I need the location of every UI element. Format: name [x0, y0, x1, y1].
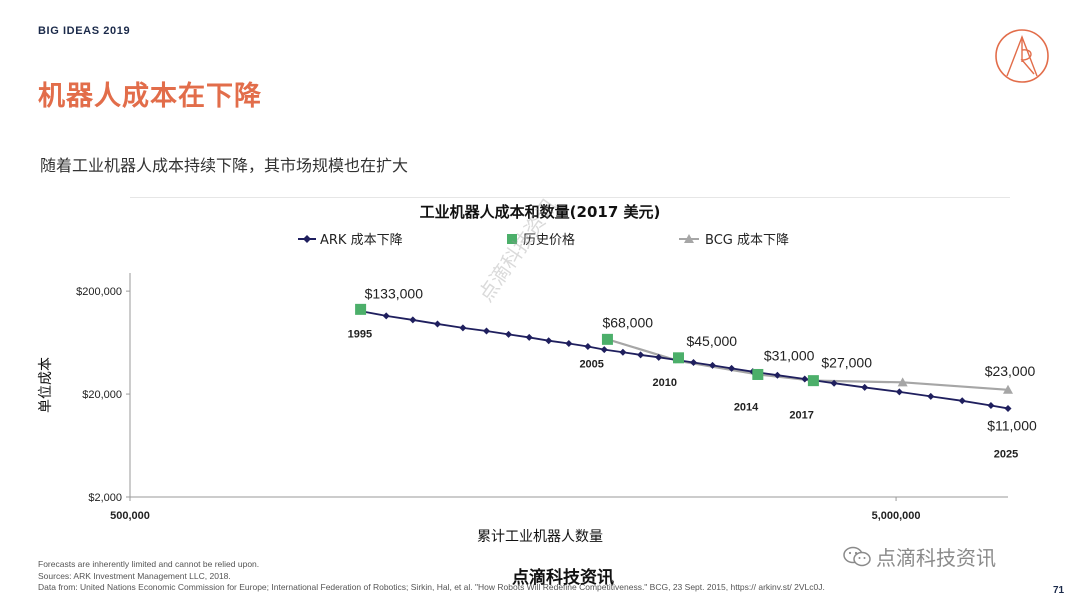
ark-logo-icon: [995, 29, 1049, 83]
ark-point: [545, 337, 553, 345]
legend-label-1: 历史价格: [523, 232, 575, 248]
ark-point: [987, 401, 995, 409]
legend-marker-ark: [303, 235, 311, 243]
wechat-badge: 点滴科技资讯: [842, 542, 996, 571]
ark-end-year-label: 2025: [994, 448, 1018, 460]
ark-end-label: $11,000: [987, 417, 1037, 433]
ark-series-line: [360, 310, 1009, 410]
ark-point: [958, 397, 966, 405]
legend-label-0: ARK 成本下降: [320, 233, 403, 248]
x-tick-label: 5,000,000: [872, 510, 921, 522]
historical-point: [601, 333, 613, 345]
bottom-watermark: 点滴科技资讯: [512, 568, 614, 588]
divider: [130, 197, 1010, 198]
y-tick-label: $200,000: [76, 286, 122, 298]
historical-value-label: $68,000: [602, 314, 653, 330]
ark-point: [505, 330, 513, 338]
ark-point: [690, 359, 698, 367]
historical-year-label: 2017: [789, 410, 813, 422]
footnote-forecast: Forecasts are inherently limited and can…: [38, 559, 260, 569]
y-axis-label: 单位成本: [38, 357, 54, 413]
x-axis-label: 累计工业机器人数量: [477, 529, 603, 545]
ark-point: [382, 312, 390, 320]
ark-point: [619, 348, 627, 356]
historical-point: [672, 352, 684, 364]
historical-value-label: $133,000: [365, 285, 424, 301]
ark-point: [584, 342, 592, 350]
historical-value-label: $45,000: [686, 333, 737, 349]
y-tick-label: $20,000: [82, 389, 122, 401]
page-subtitle: 随着工业机器人成本持续下降，其市场规模也在扩大: [40, 156, 409, 175]
historical-year-label: 2005: [579, 358, 603, 370]
bcg-point: [1003, 384, 1013, 394]
footnote-data: Data from: United Nations Economic Commi…: [38, 582, 825, 592]
historical-point: [807, 375, 819, 387]
ark-point: [600, 346, 608, 354]
wechat-label: 点滴科技资讯: [876, 546, 996, 570]
historical-year-label: 2014: [734, 401, 759, 413]
historical-year-label: 1995: [348, 328, 372, 340]
legend-marker-historical: [507, 234, 517, 244]
legend-marker-bcg: [684, 234, 694, 243]
historical-year-label: 2010: [652, 377, 676, 389]
ark-point: [801, 375, 809, 383]
footnotes: Forecasts are inherently limited and can…: [38, 559, 825, 594]
historical-point: [355, 303, 367, 315]
page-title: 机器人成本在下降: [38, 81, 262, 112]
ark-point: [655, 353, 663, 361]
ark-point: [927, 392, 935, 400]
ark-point: [483, 327, 491, 335]
chart-title: 工业机器人成本和数量(2017 美元): [420, 203, 661, 221]
ark-point: [433, 320, 441, 328]
x-tick-label: 500,000: [110, 510, 150, 522]
ark-point: [830, 379, 838, 387]
ark-point: [637, 351, 645, 359]
ark-point: [565, 339, 573, 347]
ark-point: [728, 364, 736, 372]
report-label: BIG IDEAS 2019: [38, 25, 131, 37]
footnote-sources: Sources: ARK Investment Management LLC, …: [38, 570, 231, 581]
ark-point: [773, 371, 781, 379]
ark-point: [861, 383, 869, 391]
ark-point: [525, 333, 533, 341]
bcg-end-label: $23,000: [985, 363, 1036, 379]
ark-point: [895, 388, 903, 396]
historical-value-label: $27,000: [821, 355, 872, 371]
ark-point: [1004, 404, 1012, 412]
page-number: 71: [1053, 585, 1065, 596]
historical-value-label: $31,000: [764, 347, 815, 363]
y-tick-label: $2,000: [88, 492, 122, 504]
ark-point: [409, 316, 417, 324]
ark-point: [709, 361, 717, 369]
robot-cost-chart: 工业机器人成本和数量(2017 美元) ARK 成本下降 历史价格 BCG 成本下降 $…: [38, 203, 1037, 545]
bcg-series-line: [607, 338, 1009, 391]
historical-point: [752, 368, 764, 380]
legend-label-2: BCG 成本下降: [705, 233, 789, 248]
ark-point: [459, 324, 467, 332]
bcg-point: [897, 377, 908, 387]
wechat-icon: [843, 546, 871, 566]
